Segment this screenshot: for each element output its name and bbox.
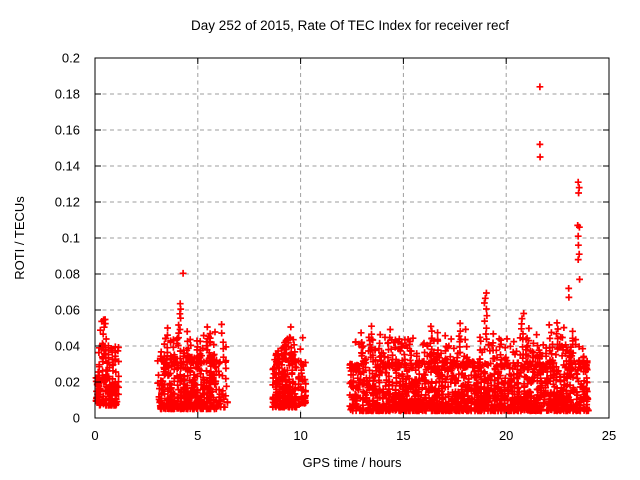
y-tick-label-0.1: 0.1 [62, 231, 80, 246]
y-tick-label-0.02: 0.02 [55, 375, 80, 390]
y-axis-label: ROTI / TECUs [12, 196, 27, 280]
x-tick-label-20: 20 [499, 428, 513, 443]
data-points-layer [92, 83, 592, 415]
tick-labels: 0 5 10 15 20 25 0 0.02 0.04 0.06 0.08 0.1 0.12 0.14 0.… [55, 51, 617, 444]
x-tick-label-0: 0 [91, 428, 98, 443]
x-tick-label-15: 15 [396, 428, 410, 443]
y-tick-label-0.16: 0.16 [55, 123, 80, 138]
y-tick-label-0.06: 0.06 [55, 303, 80, 318]
y-tick-label-0.2: 0.2 [62, 51, 80, 66]
plot-frame [94, 57, 610, 419]
outlier-points [536, 83, 583, 301]
x-tick-label-5: 5 [194, 428, 201, 443]
y-tick-label-0.04: 0.04 [55, 339, 80, 354]
y-tick-label-0.14: 0.14 [55, 159, 80, 174]
y-tick-label-0.12: 0.12 [55, 195, 80, 210]
y-tick-label-0: 0 [73, 411, 80, 426]
y-tick-label-0.08: 0.08 [55, 267, 80, 282]
x-tick-label-25: 25 [602, 428, 616, 443]
x-tick-label-10: 10 [293, 428, 307, 443]
y-tick-label-0.18: 0.18 [55, 87, 80, 102]
chart-title: Day 252 of 2015, Rate Of TEC Index for r… [191, 18, 509, 33]
scatter-points [92, 269, 592, 415]
x-axis-label: GPS time / hours [303, 455, 402, 470]
